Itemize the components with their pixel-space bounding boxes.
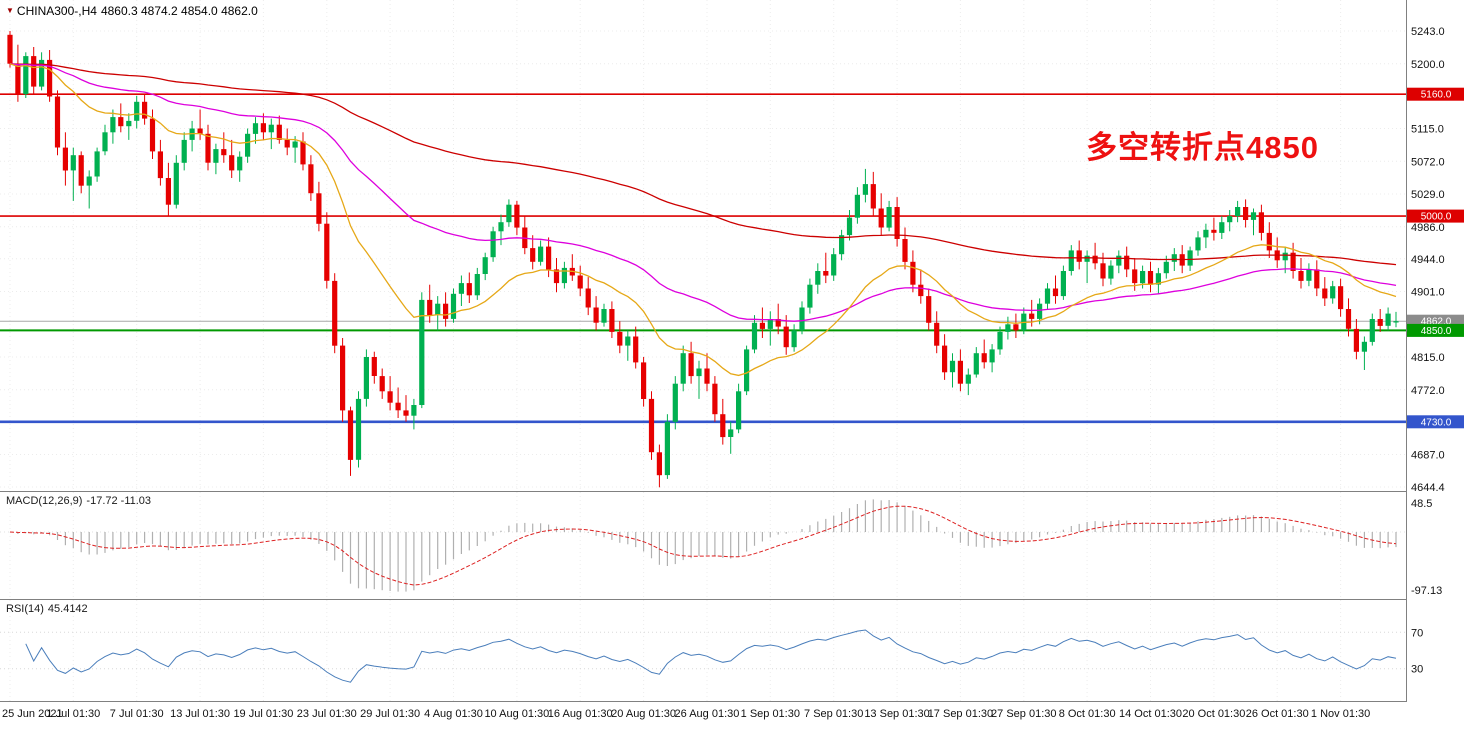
- svg-text:1 Sep 01:30: 1 Sep 01:30: [741, 708, 800, 720]
- svg-text:20 Oct 01:30: 20 Oct 01:30: [1182, 708, 1245, 720]
- svg-text:16 Aug 01:30: 16 Aug 01:30: [548, 708, 613, 720]
- svg-text:7 Jul 01:30: 7 Jul 01:30: [110, 708, 164, 720]
- svg-text:5115.0: 5115.0: [1411, 124, 1444, 136]
- grid-layer: [0, 0, 1406, 702]
- svg-text:7 Sep 01:30: 7 Sep 01:30: [804, 708, 863, 720]
- svg-text:5243.0: 5243.0: [1411, 26, 1445, 38]
- svg-text:5160.0: 5160.0: [1421, 90, 1452, 101]
- svg-text:26 Aug 01:30: 26 Aug 01:30: [675, 708, 740, 720]
- svg-text:5072.0: 5072.0: [1411, 156, 1445, 168]
- macd-indicator-label: MACD(12,26,9) -17.72 -11.03: [6, 495, 155, 507]
- svg-text:10 Aug 01:30: 10 Aug 01:30: [484, 708, 549, 720]
- rsi-label-text: RSI(14): [6, 603, 44, 615]
- svg-text:48.5: 48.5: [1411, 498, 1432, 510]
- svg-text:4850.0: 4850.0: [1421, 326, 1452, 337]
- svg-text:4772.0: 4772.0: [1411, 385, 1445, 397]
- svg-text:19 Jul 01:30: 19 Jul 01:30: [233, 708, 293, 720]
- svg-text:1 Nov 01:30: 1 Nov 01:30: [1311, 708, 1370, 720]
- svg-text:23 Jul 01:30: 23 Jul 01:30: [297, 708, 357, 720]
- rsi-panel: [0, 629, 1406, 683]
- svg-text:4730.0: 4730.0: [1421, 417, 1452, 428]
- svg-text:26 Oct 01:30: 26 Oct 01:30: [1246, 708, 1309, 720]
- svg-text:5000.0: 5000.0: [1421, 212, 1452, 223]
- svg-text:4986.0: 4986.0: [1411, 222, 1445, 234]
- macd-label-text: MACD(12,26,9): [6, 495, 83, 507]
- svg-text:14 Oct 01:30: 14 Oct 01:30: [1119, 708, 1182, 720]
- svg-text:4862.0: 4862.0: [1421, 317, 1452, 328]
- symbol-name: CHINA300-,H4: [16, 4, 97, 18]
- svg-text:8 Oct 01:30: 8 Oct 01:30: [1059, 708, 1116, 720]
- svg-text:4 Aug 01:30: 4 Aug 01:30: [424, 708, 483, 720]
- svg-text:13 Sep 01:30: 13 Sep 01:30: [864, 708, 929, 720]
- svg-text:20 Aug 01:30: 20 Aug 01:30: [611, 708, 676, 720]
- svg-text:4644.4: 4644.4: [1411, 482, 1445, 494]
- ohlc-readout: 4860.3 4874.2 4854.0 4862.0: [100, 4, 258, 18]
- price-scale[interactable]: 5243.0 5200.0 5115.0 5072.0 5029.0 4986.0 4944…: [1406, 0, 1466, 731]
- moving-averages-layer: [9, 63, 1397, 377]
- svg-text:29 Jul 01:30: 29 Jul 01:30: [360, 708, 420, 720]
- chart-annotation[interactable]: 多空转折点4850: [1086, 130, 1319, 165]
- svg-text:5200.0: 5200.0: [1411, 59, 1445, 71]
- svg-text:4815.0: 4815.0: [1411, 352, 1445, 364]
- rsi-value: 45.4142: [47, 603, 88, 615]
- chart-marker-icon: ▼: [6, 6, 14, 15]
- svg-text:25 Jun 2021: 25 Jun 2021: [2, 708, 63, 720]
- svg-text:30: 30: [1411, 664, 1423, 676]
- symbol-info: ▼ CHINA300-,H4 4860.3 4874.2 4854.0 4862.0: [6, 4, 262, 18]
- horizontal-lines-layer[interactable]: [0, 93, 1406, 424]
- svg-text:-97.13: -97.13: [1411, 585, 1442, 597]
- macd-values: -17.72 -11.03: [86, 495, 152, 507]
- svg-text:27 Sep 01:30: 27 Sep 01:30: [991, 708, 1056, 720]
- rsi-indicator-label: RSI(14) 45.4142: [6, 603, 92, 615]
- svg-text:4944.0: 4944.0: [1411, 254, 1445, 266]
- svg-text:70: 70: [1411, 627, 1423, 639]
- svg-text:1 Jul 01:30: 1 Jul 01:30: [46, 708, 100, 720]
- svg-text:17 Sep 01:30: 17 Sep 01:30: [928, 708, 993, 720]
- svg-text:13 Jul 01:30: 13 Jul 01:30: [170, 708, 230, 720]
- candles-layer: [7, 31, 1399, 488]
- macd-panel: [0, 499, 1406, 592]
- svg-text:5029.0: 5029.0: [1411, 189, 1445, 201]
- svg-text:4901.0: 4901.0: [1411, 287, 1445, 299]
- svg-text:4687.0: 4687.0: [1411, 450, 1445, 462]
